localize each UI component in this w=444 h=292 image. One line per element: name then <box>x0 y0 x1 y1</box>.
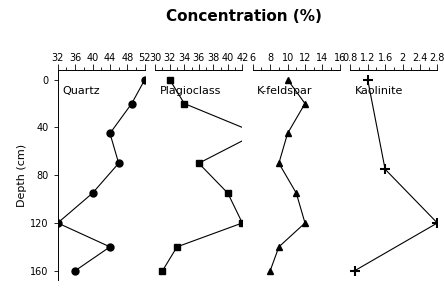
Text: Quartz: Quartz <box>62 86 100 95</box>
Text: Kaolinite: Kaolinite <box>355 86 403 95</box>
Y-axis label: Depth (cm): Depth (cm) <box>17 144 28 207</box>
Text: Plagioclass: Plagioclass <box>159 86 221 95</box>
Text: Concentration (%): Concentration (%) <box>166 9 322 24</box>
Text: K-feldspar: K-feldspar <box>257 86 313 95</box>
